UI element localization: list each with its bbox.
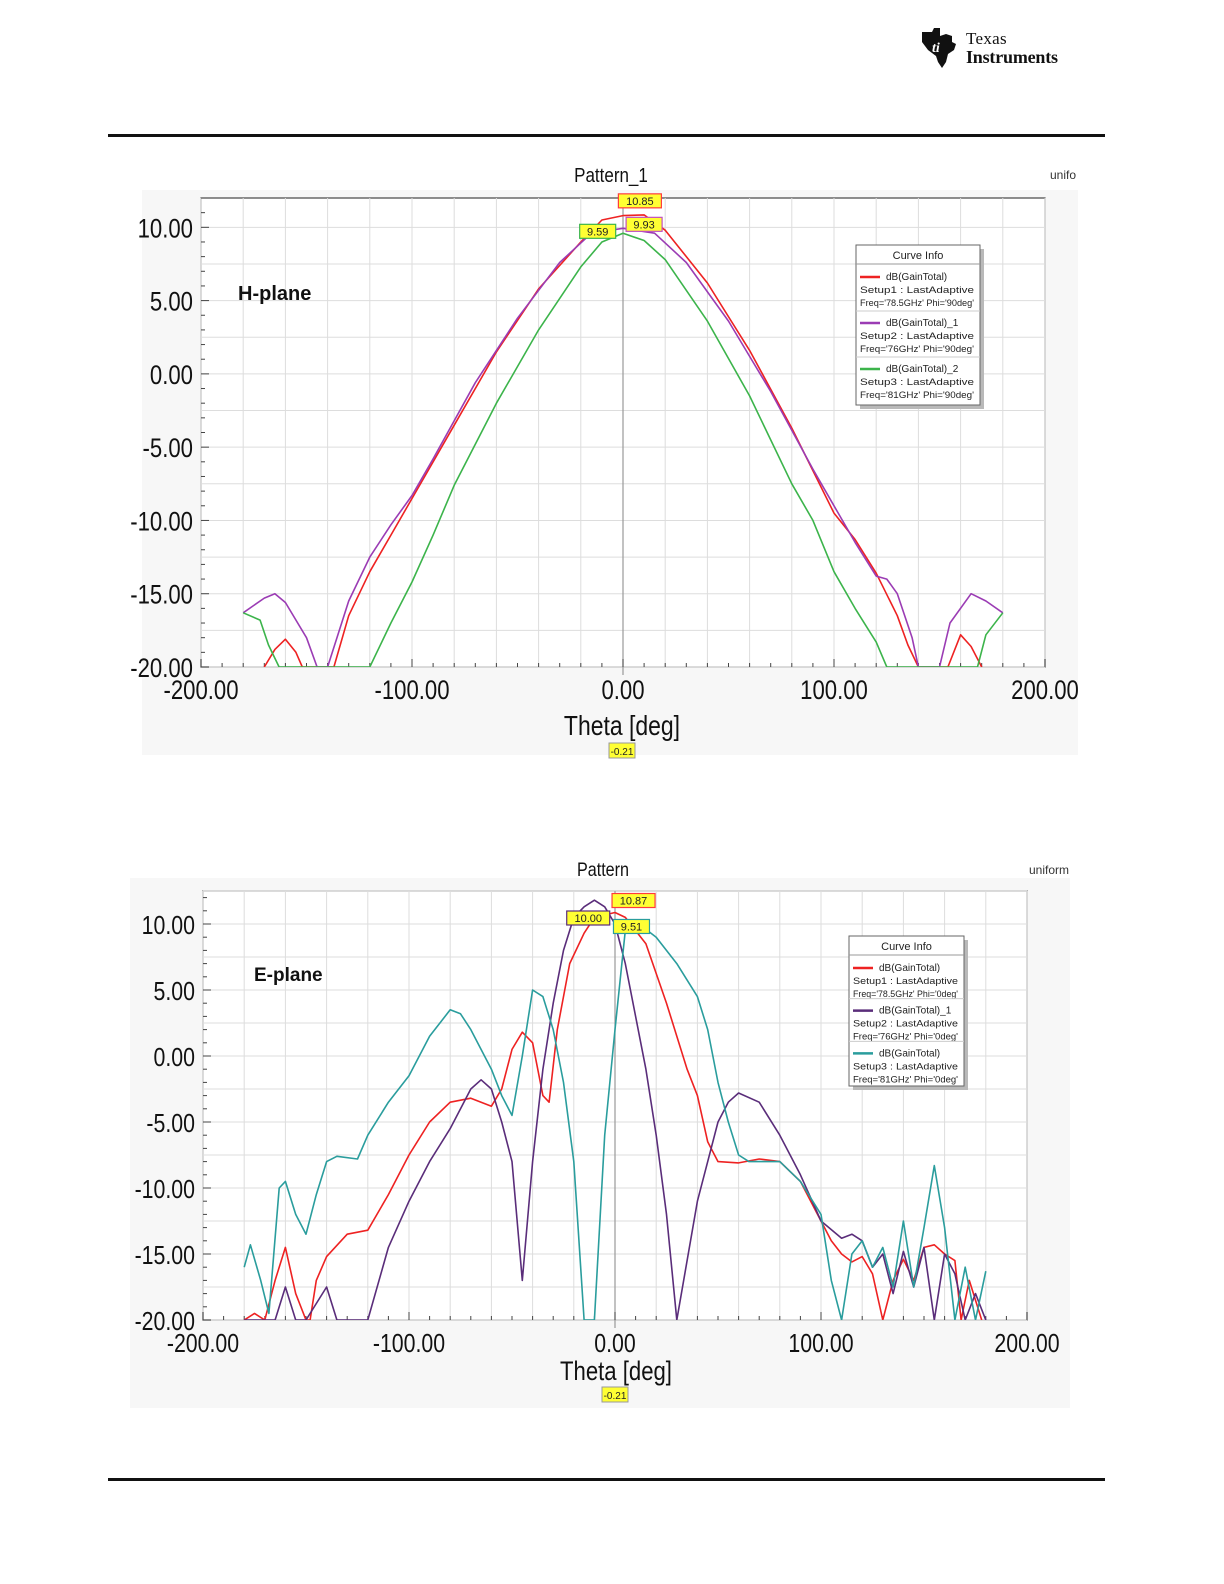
legend-series-freq: Freq='78.5GHz' Phi='90deg' [860, 298, 974, 309]
chart-corner-label: uniform [1029, 863, 1069, 877]
x-tick-label: 200.00 [1011, 676, 1079, 706]
cursor-value-box [608, 742, 636, 759]
cursor-value-label: -0.21 [604, 1391, 627, 1402]
chart-title: Pattern [577, 859, 629, 881]
x-axis-label: Theta [deg] [560, 1357, 672, 1387]
logo-line-2: Instruments [966, 47, 1058, 67]
series-line-1 [243, 911, 983, 1320]
legend-series-setup: Setup1 : LastAdaptive [853, 976, 958, 987]
x-tick-label: 0.00 [601, 676, 644, 706]
legend-series-name: dB(GainTotal) [879, 963, 940, 974]
peak-marker-label: 9.51 [621, 921, 642, 933]
svg-text:ti: ti [932, 41, 940, 56]
cursor-value-box [601, 1386, 629, 1403]
plane-label: E-plane [254, 965, 323, 986]
legend-series-freq: Freq='78.5GHz' Phi='0deg' [853, 989, 958, 1000]
h-plane-chart: -200.00 -100.00 0.00 100.00 200.00 10.00 5.00 0… [130, 164, 1079, 759]
peak-marker-box [612, 918, 651, 935]
legend-series-freq: Freq='76GHz' Phi='90deg' [860, 344, 974, 355]
x-tick-label: -200.00 [163, 676, 238, 706]
x-axis-label: Theta [deg] [564, 711, 680, 742]
legend-series-name: dB(GainTotal) [879, 1048, 940, 1059]
y-tick-label: 10.00 [138, 214, 193, 244]
chart-title: Pattern_1 [574, 164, 648, 188]
legend-box [855, 244, 981, 406]
legend-series-freq: Freq='81GHz' Phi='90deg' [860, 390, 974, 401]
chart-corner-label: unifo [1050, 168, 1076, 182]
x-tick-label: 100.00 [788, 1329, 853, 1359]
legend-series-name: dB(GainTotal) [886, 272, 947, 283]
legend-series-setup: Setup1 : LastAdaptive [860, 285, 974, 296]
x-tick-label: -200.00 [167, 1329, 239, 1359]
y-tick-label: -5.00 [146, 1109, 195, 1139]
legend-series-setup: Setup2 : LastAdaptive [853, 1019, 958, 1030]
peak-marker-label: 9.93 [633, 219, 654, 231]
peak-marker-label: 10.85 [626, 196, 654, 208]
logo-line-1: Texas [966, 29, 1007, 48]
y-tick-label: -20.00 [130, 654, 193, 684]
y-tick-label: 0.00 [154, 1043, 195, 1073]
legend-title: Curve Info [893, 250, 944, 262]
y-tick-label: -20.00 [135, 1307, 195, 1337]
e-plane-chart: -200.00 -100.00 0.00 100.00 200.00 10.00 5.00 0… [130, 859, 1070, 1408]
peak-marker-label: 10.87 [620, 896, 648, 908]
plane-label: H-plane [238, 283, 311, 305]
ti-state-icon: ti [922, 28, 956, 68]
x-tick-label: 200.00 [994, 1329, 1059, 1359]
peak-marker-label: 10.00 [574, 913, 602, 925]
y-tick-label: -5.00 [143, 434, 193, 464]
peak-marker-label: 9.59 [587, 226, 608, 238]
cursor-value-label: -0.21 [611, 747, 634, 758]
peak-marker-box [579, 223, 617, 239]
y-tick-label: 5.00 [150, 288, 193, 318]
legend-title: Curve Info [881, 941, 932, 953]
legend-series-freq: Freq='81GHz' Phi='0deg' [853, 1074, 958, 1085]
peak-marker-box [617, 193, 662, 209]
legend-series-freq: Freq='76GHz' Phi='0deg' [853, 1032, 958, 1043]
y-tick-label: -15.00 [135, 1241, 195, 1271]
legend-series-name: dB(GainTotal)_2 [886, 364, 959, 375]
x-tick-label: -100.00 [373, 1329, 445, 1359]
y-tick-label: 0.00 [150, 361, 193, 391]
series-line-2 [244, 899, 987, 1320]
y-tick-label: -10.00 [135, 1175, 195, 1205]
x-tick-label: 100.00 [800, 676, 868, 706]
legend-series-setup: Setup3 : LastAdaptive [860, 377, 974, 388]
series-line-3 [242, 232, 1004, 667]
peak-marker-box [611, 892, 656, 909]
series-line-3 [243, 920, 987, 1320]
x-tick-label: -100.00 [374, 676, 449, 706]
top-rule [108, 134, 1105, 137]
y-tick-label: -15.00 [130, 581, 193, 611]
peak-marker-box [566, 910, 611, 926]
legend-series-name: dB(GainTotal)_1 [886, 318, 959, 329]
y-tick-label: 10.00 [142, 911, 195, 941]
texas-instruments-logo: ti Texas Instruments [918, 26, 1108, 70]
peak-marker-box [625, 216, 663, 232]
legend-series-setup: Setup2 : LastAdaptive [860, 331, 974, 342]
y-tick-label: -10.00 [130, 507, 193, 537]
legend-series-name: dB(GainTotal)_1 [879, 1006, 952, 1017]
x-tick-label: 0.00 [594, 1329, 635, 1359]
y-tick-label: 5.00 [154, 977, 195, 1007]
bottom-rule [108, 1478, 1105, 1481]
legend-series-setup: Setup3 : LastAdaptive [853, 1061, 958, 1072]
series-line-1 [263, 214, 983, 667]
